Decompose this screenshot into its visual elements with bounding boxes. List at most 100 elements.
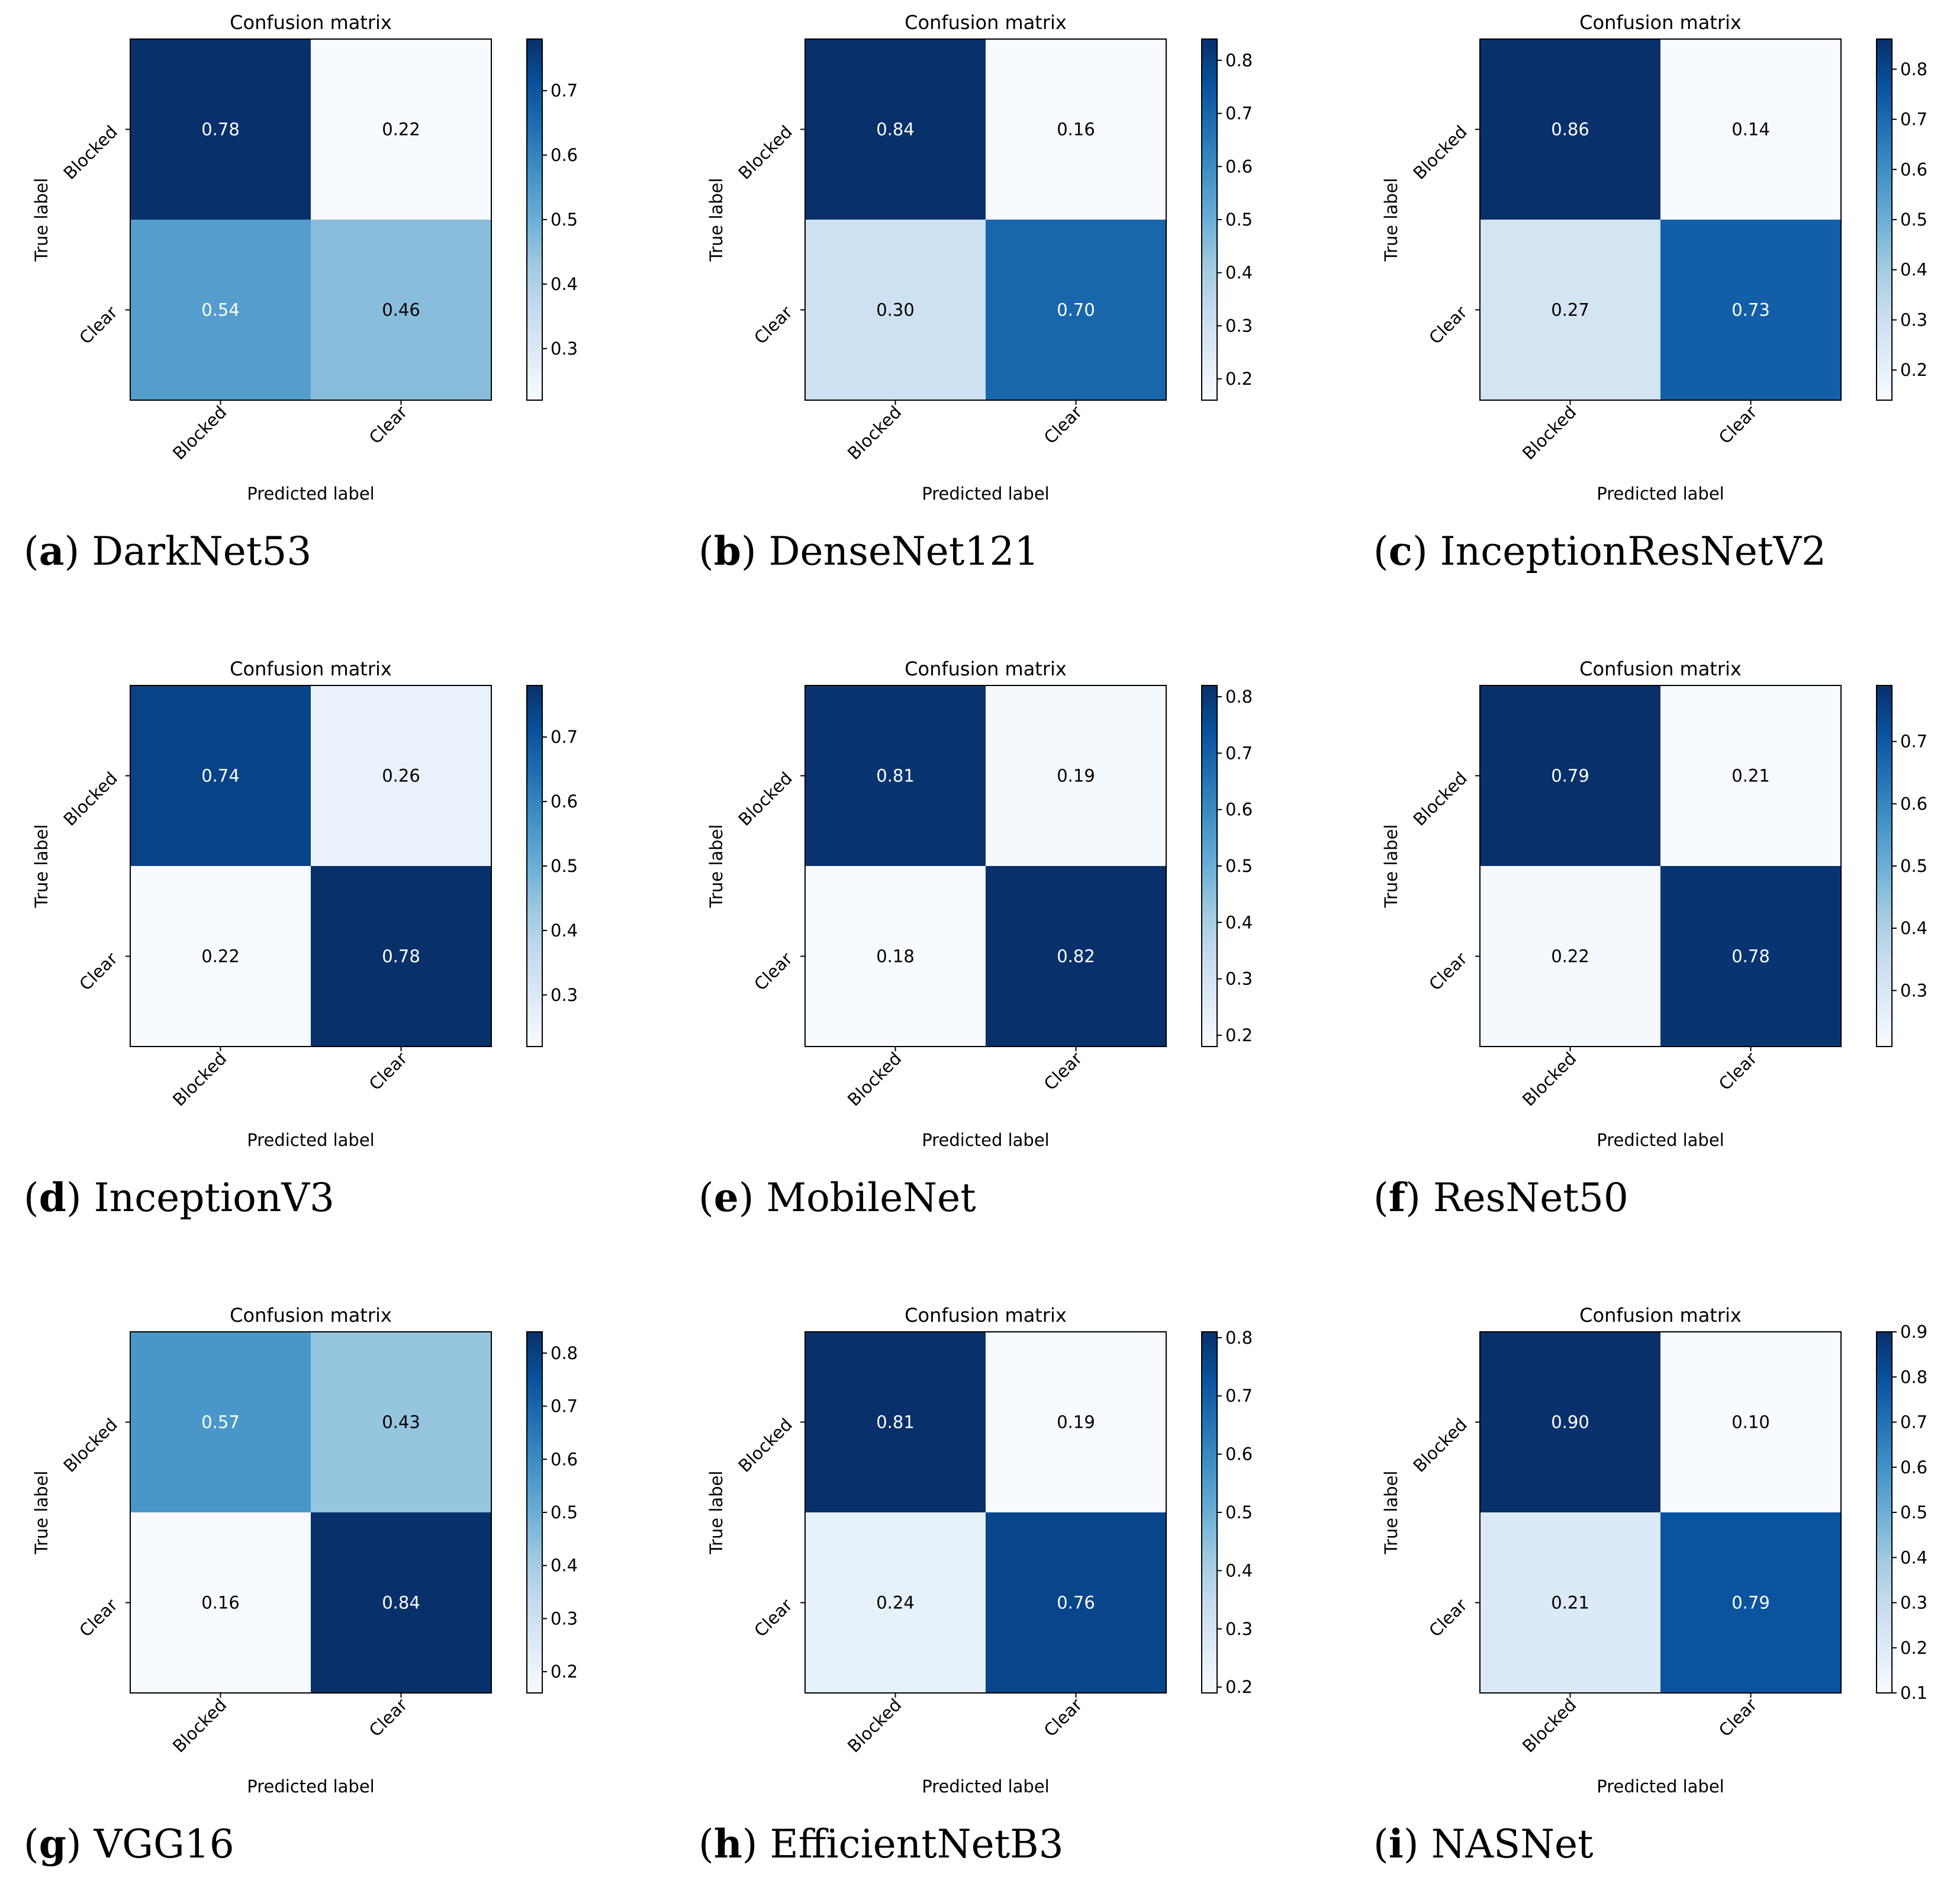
matrix-frame bbox=[804, 38, 1167, 401]
heatmap-cell bbox=[986, 1332, 1166, 1512]
subfigure-caption: (d) InceptionV3 bbox=[24, 1174, 334, 1221]
colorbar-tick-label: 0.8 bbox=[1900, 59, 1927, 79]
chart-title: Confusion matrix bbox=[1579, 1304, 1742, 1327]
caption-paren: ) bbox=[741, 529, 769, 574]
caption-paren: ( bbox=[699, 529, 714, 574]
colorbar-tick-label: 0.7 bbox=[1900, 1412, 1927, 1432]
heatmap-cell bbox=[1480, 220, 1660, 400]
cell-value-label: 0.70 bbox=[1057, 300, 1095, 320]
colorbar-tick-label: 0.6 bbox=[1225, 1444, 1253, 1464]
x-tick-label: Clear bbox=[1715, 1695, 1761, 1741]
y-tick-label: Clear bbox=[1425, 302, 1471, 348]
cell-value-label: 0.22 bbox=[382, 120, 420, 140]
matrix-frame bbox=[804, 685, 1167, 1047]
colorbar bbox=[1201, 38, 1218, 401]
colorbar-tick-label: 0.3 bbox=[551, 1608, 578, 1628]
colorbar-tick-label: 0.7 bbox=[1225, 1386, 1253, 1406]
heatmap-cell bbox=[986, 39, 1166, 220]
chart-title: Confusion matrix bbox=[230, 658, 392, 680]
confusion-matrix-panel: Confusion matrix 0.90 0.10 0.21 0.79 Blocked C… bbox=[1373, 1304, 1927, 1867]
heatmap-cell bbox=[805, 685, 986, 866]
caption-model-name: DenseNet121 bbox=[769, 529, 1039, 574]
colorbar-tick-label: 0.6 bbox=[1225, 156, 1253, 176]
colorbar-tick-label: 0.1 bbox=[1900, 1683, 1927, 1703]
colorbar-tick-label: 0.7 bbox=[551, 81, 578, 101]
cell-value-label: 0.76 bbox=[1057, 1593, 1095, 1613]
heatmap-cell bbox=[130, 1512, 311, 1693]
caption-paren: ) bbox=[1405, 1175, 1433, 1221]
x-tick-label: Clear bbox=[1040, 1695, 1086, 1741]
x-tick-label: Clear bbox=[1715, 402, 1761, 448]
heatmap-cell bbox=[805, 39, 986, 220]
colorbar-tick-label: 0.5 bbox=[1225, 856, 1253, 876]
caption-letter: f bbox=[1389, 1174, 1408, 1221]
subfigure-caption: (i) NASNet bbox=[1373, 1821, 1594, 1867]
colorbar-tick-label: 0.3 bbox=[551, 339, 578, 359]
caption-model-name: InceptionV3 bbox=[94, 1175, 334, 1221]
caption-paren: ( bbox=[1373, 1175, 1389, 1221]
subfigure-caption: (b) DenseNet121 bbox=[699, 528, 1039, 574]
heatmap-cell bbox=[1480, 866, 1660, 1047]
colorbar-tick-label: 0.5 bbox=[1900, 856, 1927, 876]
colorbar-tick-label: 0.3 bbox=[1900, 980, 1927, 1000]
caption-model-name: NASNet bbox=[1431, 1821, 1594, 1867]
cell-value-label: 0.81 bbox=[876, 1412, 915, 1432]
caption-paren: ( bbox=[699, 1821, 714, 1867]
heatmap-cell bbox=[1660, 685, 1841, 866]
y-tick-label: Blocked bbox=[735, 1414, 796, 1476]
colorbar-tick-label: 0.8 bbox=[1225, 50, 1253, 70]
cell-value-label: 0.16 bbox=[201, 1593, 240, 1613]
caption-paren: ( bbox=[24, 1821, 39, 1867]
caption-paren: ( bbox=[699, 1175, 714, 1221]
heatmap-cell bbox=[805, 1332, 986, 1512]
colorbar-tick-label: 0.9 bbox=[1900, 1322, 1927, 1342]
chart-title: Confusion matrix bbox=[905, 658, 1067, 680]
chart-title: Confusion matrix bbox=[230, 11, 392, 34]
y-tick-label: Clear bbox=[75, 302, 121, 348]
matrix-frame bbox=[130, 1331, 492, 1694]
confusion-matrix-panel: Confusion matrix 0.86 0.14 0.27 0.73 Blocked C… bbox=[1373, 11, 1927, 574]
cell-value-label: 0.24 bbox=[876, 1593, 915, 1613]
chart-title: Confusion matrix bbox=[1579, 658, 1742, 680]
caption-paren: ) bbox=[65, 529, 92, 574]
caption-paren: ) bbox=[1404, 1821, 1431, 1867]
colorbar-tick-label: 0.3 bbox=[1900, 310, 1927, 330]
heatmap-cell bbox=[1480, 1512, 1660, 1693]
caption-paren: ( bbox=[1373, 529, 1389, 574]
matrix-frame bbox=[1479, 685, 1842, 1047]
matrix-frame bbox=[1479, 1331, 1842, 1694]
colorbar-tick-label: 0.2 bbox=[1225, 1025, 1253, 1045]
x-axis-label: Predicted label bbox=[1597, 484, 1724, 504]
y-tick-label: Clear bbox=[75, 948, 121, 994]
colorbar-tick-label: 0.7 bbox=[551, 1396, 578, 1416]
colorbar bbox=[1876, 685, 1893, 1047]
y-axis-label: True label bbox=[1381, 178, 1401, 262]
chart-title: Confusion matrix bbox=[905, 1304, 1067, 1327]
heatmap-cell bbox=[1660, 220, 1841, 400]
matrix-frame bbox=[1479, 38, 1842, 401]
cell-value-label: 0.74 bbox=[201, 766, 240, 786]
x-tick-label: Blocked bbox=[1518, 1695, 1580, 1756]
caption-letter: g bbox=[39, 1821, 66, 1867]
caption-letter: h bbox=[714, 1821, 742, 1867]
caption-paren: ) bbox=[66, 1821, 94, 1867]
y-tick-label: Blocked bbox=[735, 768, 796, 829]
colorbar-tick-label: 0.8 bbox=[551, 1343, 578, 1363]
colorbar-tick-label: 0.5 bbox=[551, 210, 578, 230]
cell-value-label: 0.43 bbox=[382, 1412, 420, 1432]
colorbar-tick-label: 0.4 bbox=[1225, 1560, 1253, 1580]
y-axis-label: True label bbox=[706, 1471, 726, 1555]
heatmap-cell bbox=[130, 220, 311, 400]
colorbar-tick-label: 0.2 bbox=[1900, 360, 1927, 380]
colorbar-tick-label: 0.3 bbox=[1225, 1619, 1253, 1639]
caption-letter: e bbox=[714, 1174, 739, 1221]
heatmap-cell bbox=[986, 866, 1166, 1047]
caption-paren: ) bbox=[742, 1821, 770, 1867]
caption-paren: ( bbox=[24, 529, 39, 574]
colorbar bbox=[1876, 38, 1893, 401]
y-axis-label: True label bbox=[31, 178, 52, 262]
caption-model-name: MobileNet bbox=[766, 1175, 976, 1221]
confusion-matrix-panel: Confusion matrix 0.79 0.21 0.22 0.78 Blocked C… bbox=[1373, 658, 1927, 1221]
x-axis-label: Predicted label bbox=[247, 1130, 375, 1150]
x-axis-label: Predicted label bbox=[922, 1130, 1050, 1150]
